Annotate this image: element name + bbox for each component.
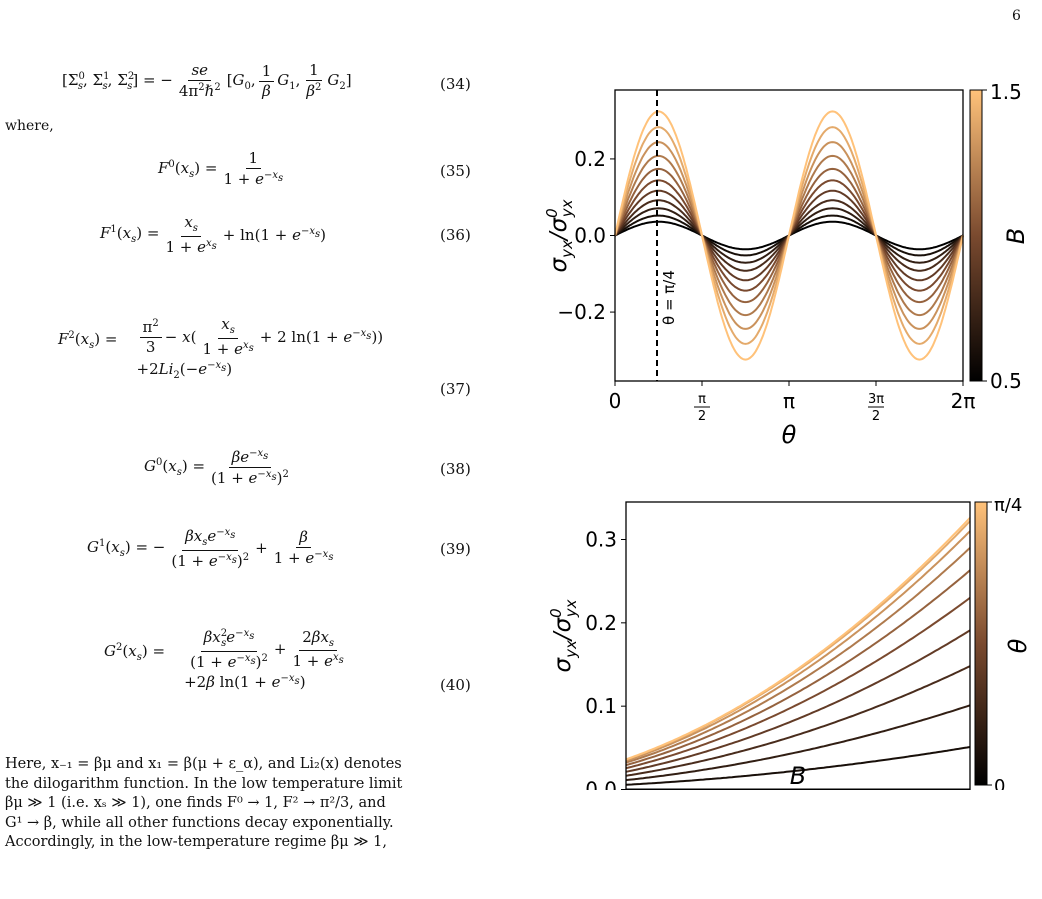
paragraph-line: G¹ → β, while all other functions decay … [5,814,394,831]
colorbar-min-label: 0 [994,776,1005,790]
colorbar-label: θ [1004,638,1032,653]
series-line-theta-0.4 [625,629,971,773]
equation-label: (39) [440,540,471,558]
x-axis-label: θ [782,421,797,449]
equation-label: (37) [440,380,471,398]
y-axis-label: σyx/σ0yx [543,199,576,272]
paragraph-line: βμ ≫ 1 (i.e. xₛ ≫ 1), one finds F⁰ → 1, … [5,795,386,811]
x-axis-label: B [790,762,806,790]
equation-38: G0(xs) = βe−xs (1 + e−xs)2 [144,448,289,488]
y-tick-label: 0.3 [585,528,617,552]
series-line-theta-0.8 [625,530,971,762]
equation-40: G2(xs) = βx2se−xs (1 + e−xs)2 + 2βxs 1 + e… [104,627,344,691]
equation-label: (40) [440,676,471,694]
colorbar-label: B [1002,228,1030,244]
bottom-curves-group [625,517,971,790]
series-line-theta-0.9 [625,520,971,761]
paragraph-line: Here, x₋₁ = βμ and x₁ = β(μ + ε_α), and … [5,756,402,772]
x-tick-label: 0 [609,389,622,413]
colorbar [974,501,988,786]
y-tick-label: 0.0 [585,778,617,791]
x-tick-label: 2 [872,409,880,424]
bottom-axes-group: 0.500.751.001.251.500.00.10.20.3 [585,528,626,791]
equation-36: F1(xs) = xs 1 + exs + ln(1 + e−xs) [100,213,327,256]
body-paragraph: Here, x₋₁ = βμ and x₁ = β(μ + ε_α), and … [5,755,500,853]
page-number: 6 [1012,8,1021,24]
equation-37: F2(xs) = π2 3 − x( xs 1 + exs + 2 ln(1 + e… [58,315,384,381]
x-tick-label: 2π [951,389,976,413]
y-tick-label: 0.2 [585,611,617,635]
series-line-theta-0.7 [625,547,971,764]
field-dependence-chart: 0.500.751.001.251.500.00.10.20.3 B σyx/σ… [547,495,1032,791]
paragraph-line: Accordingly, in the low-temperature regi… [5,834,387,850]
colorbar-max-label: 1.5 [990,80,1022,104]
y-tick-label: 0.2 [574,147,606,171]
series-line-theta-0.1 [625,746,971,786]
series-line-theta-0.5 [625,597,971,770]
colorbar-max-label: π/4 [994,495,1022,516]
series-line-B-1.5 [614,110,964,361]
where-text: where, [5,118,54,134]
series-line-theta-0.3 [625,665,971,777]
equation-label: (36) [440,226,471,244]
top-curves-group [614,110,964,361]
x-tick-label: π [698,392,706,407]
y-axis-label: σyx/σ0yx [547,599,580,672]
x-tick-label: π [783,389,795,413]
theta-annotation: θ = π/4 [660,270,678,325]
equation-label: (35) [440,162,471,180]
series-line-theta-1 [625,517,971,761]
equation-label: (34) [440,75,471,93]
y-tick-label: 0.0 [574,224,606,248]
series-line-theta-0.2 [625,704,971,782]
x-tick-label: 2 [698,409,706,424]
y-tick-label: 0.1 [585,694,617,718]
x-tick-label: 3π [868,392,884,407]
y-tick-label: −0.2 [557,300,606,324]
plot-frame [625,501,971,790]
colorbar [969,89,983,382]
colorbar-min-label: 0.5 [990,369,1022,393]
equation-label: (38) [440,460,471,478]
paragraph-line: the dilogarithm function. In the low tem… [5,775,403,792]
series-line-theta-0.6 [625,569,971,767]
